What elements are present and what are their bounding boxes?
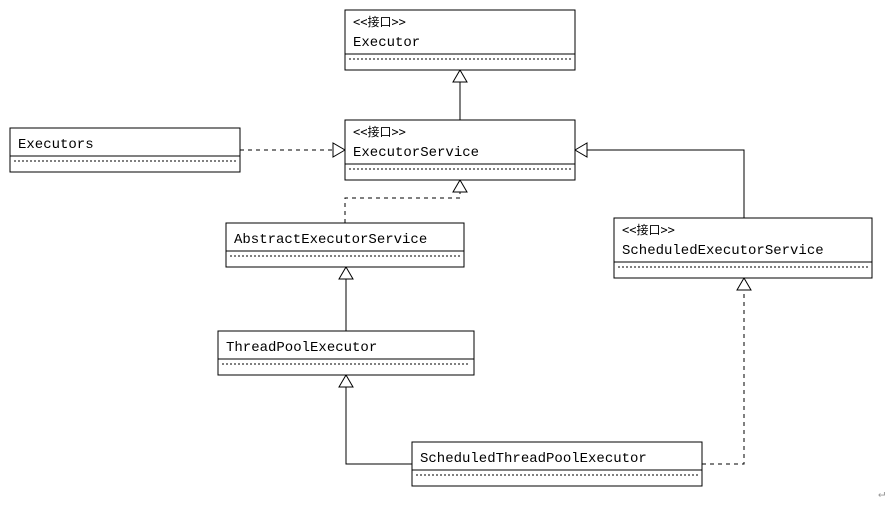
class-box-scheduledExecutorService: <<接口>> ScheduledExecutorService (614, 218, 872, 278)
stereotype-executor: <<接口>> (353, 14, 406, 29)
arrowhead-e6 (339, 375, 353, 387)
edge-e6 (346, 387, 412, 464)
stereotype-scheduledExecutorService: <<接口>> (622, 222, 675, 237)
arrowhead-e4 (575, 143, 587, 157)
name-executor: Executor (353, 35, 420, 51)
line-end-marker: ↵ (878, 486, 885, 500)
arrowhead-e5 (339, 267, 353, 279)
arrowhead-e2 (333, 143, 345, 157)
class-box-executorService: <<接口>> ExecutorService (345, 120, 575, 180)
arrowhead-e3 (453, 180, 467, 192)
arrowhead-e1 (453, 70, 467, 82)
stereotype-executorService: <<接口>> (353, 124, 406, 139)
name-executorService: ExecutorService (353, 145, 479, 161)
class-box-executors: Executors (10, 128, 240, 172)
arrowhead-e7 (737, 278, 751, 290)
class-box-threadPoolExecutor: ThreadPoolExecutor (218, 331, 474, 375)
name-executors: Executors (18, 137, 94, 153)
edge-e3 (345, 192, 460, 223)
name-scheduledThreadPoolExecutor: ScheduledThreadPoolExecutor (420, 451, 647, 467)
edge-e4 (587, 150, 744, 218)
edge-e7 (702, 290, 744, 464)
class-box-executor: <<接口>> Executor (345, 10, 575, 70)
class-box-abstractExecutorService: AbstractExecutorService (226, 223, 464, 267)
class-box-scheduledThreadPoolExecutor: ScheduledThreadPoolExecutor (412, 442, 702, 486)
name-abstractExecutorService: AbstractExecutorService (234, 232, 427, 248)
name-threadPoolExecutor: ThreadPoolExecutor (226, 340, 377, 356)
name-scheduledExecutorService: ScheduledExecutorService (622, 243, 824, 259)
